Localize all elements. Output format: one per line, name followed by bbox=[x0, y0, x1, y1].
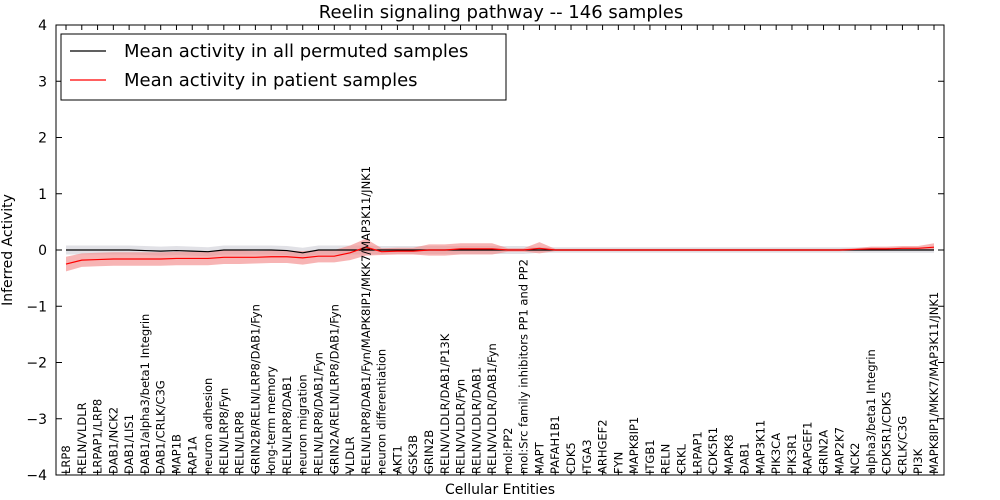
x-tick-label: RELN bbox=[659, 444, 673, 474]
legend-label-permuted: Mean activity in all permuted samples bbox=[124, 41, 468, 62]
x-tick-label: RELN/VLDLR/DAB1/Fyn bbox=[485, 343, 499, 474]
y-tick-label: −4 bbox=[26, 468, 47, 484]
x-tick-label: DAB1/NCK2 bbox=[106, 407, 120, 474]
x-tick-label: RELN/LRP8/DAB1 bbox=[280, 376, 294, 474]
x-tick-label: ITGA3 bbox=[580, 439, 594, 474]
x-tick-label: neuron differentiation bbox=[375, 349, 389, 474]
x-tick-label: CDK5 bbox=[564, 442, 578, 474]
legend: Mean activity in all permuted samples Me… bbox=[60, 33, 507, 101]
x-axis-label: Cellular Entities bbox=[445, 482, 555, 498]
x-tick-label: AKT1 bbox=[390, 445, 404, 474]
x-tick-label: RELN/LRP8/DAB1/Fyn bbox=[312, 352, 326, 474]
band-series-1 bbox=[66, 238, 934, 272]
x-tick-label: LRPAP1 bbox=[690, 431, 704, 474]
chart-title: Reelin signaling pathway -- 146 samples bbox=[319, 2, 683, 23]
x-tick-label: RELN/LRP8/Fyn bbox=[217, 388, 231, 474]
series-lines bbox=[65, 246, 935, 265]
x-tick-label: MAPT bbox=[532, 441, 546, 474]
y-tick-label: −3 bbox=[26, 412, 47, 428]
x-tick-label: MAP2K7 bbox=[832, 427, 846, 474]
x-tick-label: LRPAP1/LRP8 bbox=[91, 399, 105, 474]
x-tick-label: MAP3K11 bbox=[753, 420, 767, 474]
confidence-bands bbox=[66, 238, 934, 272]
y-tick-label: −1 bbox=[26, 299, 47, 315]
x-tick-label: DAB1/CRLK/C3G bbox=[154, 380, 168, 474]
x-tick-label: GSK3B bbox=[406, 435, 420, 474]
y-axis: −4 −3 −2 −1 0 1 2 3 4 bbox=[26, 18, 944, 484]
x-tick-label: ARHGEF2 bbox=[596, 419, 610, 474]
x-tick-label: LRP8 bbox=[59, 445, 73, 474]
x-tick-label: PAFAH1B1 bbox=[548, 415, 562, 474]
y-tick-label: 3 bbox=[38, 74, 47, 90]
x-tick-label: neuron adhesion bbox=[201, 378, 215, 474]
x-tick-label: GRIN2A bbox=[817, 430, 831, 474]
x-tick-label: neuron migration bbox=[296, 374, 310, 474]
x-tick-label: RELN/VLDLR/Fyn bbox=[454, 379, 468, 474]
x-tick-label: DAB1/LIS1 bbox=[122, 414, 136, 474]
x-tick-label: RELN/LRP8/DAB1/Fyn/MAPK8IP1/MKK7/MAP3K11… bbox=[359, 166, 373, 474]
x-tick-label: PI3K bbox=[911, 448, 925, 474]
y-tick-label: 1 bbox=[38, 187, 47, 203]
x-tick-label: NCK2 bbox=[848, 443, 862, 475]
line-series-1 bbox=[65, 246, 935, 265]
x-tick-label: GRIN2B/RELN/LRP8/DAB1/Fyn bbox=[248, 304, 262, 474]
x-tick-label: long-term memory bbox=[264, 366, 278, 474]
x-tick-label: RELN/VLDLR/DAB1/P13K bbox=[438, 333, 452, 474]
x-tick-label: ITGB1 bbox=[643, 439, 657, 474]
x-axis: LRP8 RELN/VLDLR LRPAP1/LRP8 DAB1/NCK2 DAB1/L… bbox=[59, 25, 941, 475]
y-tick-label: 4 bbox=[38, 18, 47, 34]
x-tick-label: CRKL bbox=[674, 443, 688, 474]
y-tick-label: −2 bbox=[26, 356, 47, 372]
legend-label-patient: Mean activity in patient samples bbox=[124, 70, 418, 91]
x-tick-label: CDK5R1/CDK5 bbox=[880, 391, 894, 474]
x-tick-label: CRLK/C3G bbox=[895, 416, 909, 474]
y-axis-label: Inferred Activity bbox=[0, 194, 16, 306]
x-tick-label: DAB1 bbox=[738, 442, 752, 474]
x-tick-label: MAPK8IP1 bbox=[627, 417, 641, 474]
x-tick-label: DAB1/alpha3/beta1 Integrin bbox=[138, 314, 152, 474]
x-tick-label: mol:Src family inhibitors PP1 and PP2 bbox=[517, 259, 531, 474]
x-tick-label: MAPK8 bbox=[722, 434, 736, 474]
x-tick-label: PIK3R1 bbox=[785, 434, 799, 475]
legend-box bbox=[60, 33, 507, 101]
x-tick-label: RELN/VLDLR bbox=[75, 402, 89, 474]
x-tick-label: RELN/VLDLR/DAB1 bbox=[469, 367, 483, 474]
x-tick-label: MAP1B bbox=[169, 434, 183, 474]
x-tick-label: RAP1A bbox=[185, 436, 199, 474]
x-tick-label: MAPK8IP1/MKK7/MAP3K11/JNK1 bbox=[927, 292, 941, 474]
x-tick-label: FYN bbox=[611, 452, 625, 474]
x-tick-label: alpha3/beta1 Integrin bbox=[864, 349, 878, 474]
x-tick-label: GRIN2A/RELN/LRP8/DAB1/Fyn bbox=[327, 304, 341, 474]
x-tick-label: PIK3CA bbox=[769, 433, 783, 474]
x-tick-label: RAPGEF1 bbox=[801, 422, 815, 474]
y-tick-label: 2 bbox=[38, 131, 47, 147]
x-tick-label: RELN/LRP8 bbox=[233, 411, 247, 474]
y-tick-label: 0 bbox=[38, 243, 47, 259]
x-tick-label: GRIN2B bbox=[422, 430, 436, 474]
x-tick-label: VLDLR bbox=[343, 436, 357, 474]
x-tick-label: mol:PP2 bbox=[501, 428, 515, 475]
x-tick-label: CDK5R1 bbox=[706, 427, 720, 474]
